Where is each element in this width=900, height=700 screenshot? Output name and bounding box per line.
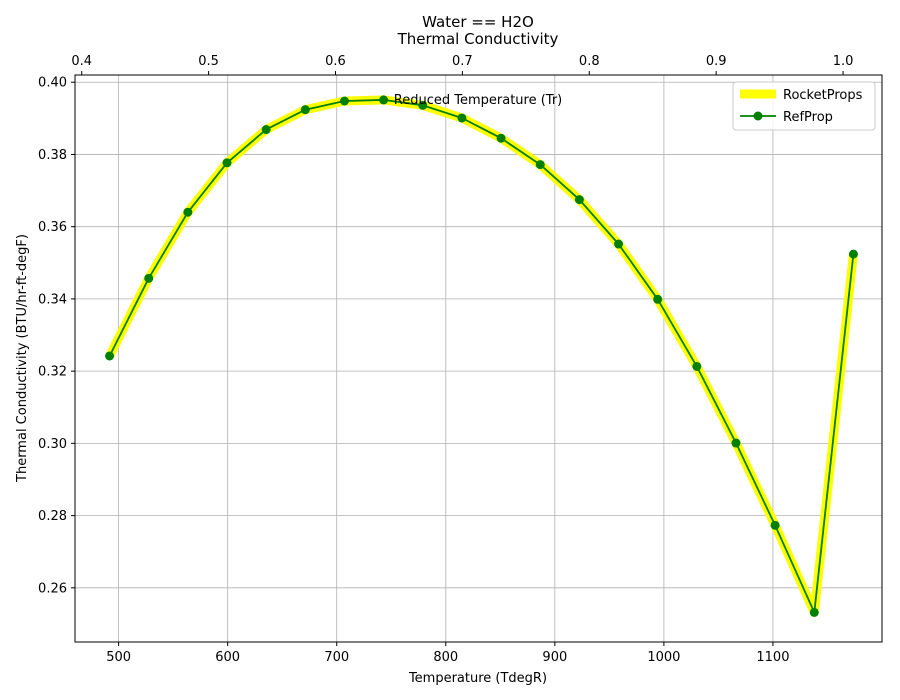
refprop-point [692,361,702,371]
y-tick-label: 0.30 [38,437,67,452]
legend: RocketProps RefProp [732,81,876,131]
chart-title-line1: Water == H2O [422,13,534,31]
x-tick-label: 500 [106,650,131,665]
refprop-point [183,207,193,217]
y-tick-label: 0.34 [38,292,67,307]
refprop-point [731,438,741,448]
top-axis-label: Reduced Temperature (Tr) [394,93,562,108]
y-tick-label: 0.40 [38,76,67,91]
refprop-point [614,239,624,249]
y-tick-label: 0.26 [38,581,67,596]
refprop-point [105,351,115,361]
refprop-point [379,95,389,105]
x-tick-label: 600 [215,650,240,665]
top-tick-label: 0.4 [71,54,92,69]
refprop-point [496,133,506,143]
chart-title-line2: Thermal Conductivity [397,30,559,48]
refprop-point [535,160,545,170]
legend-refprop-label: RefProp [783,110,833,125]
top-tick-label: 0.6 [325,54,346,69]
top-tick-label: 0.7 [452,54,473,69]
refprop-point [809,607,819,617]
refprop-point [653,294,663,304]
refprop-point [457,113,467,123]
legend-rocketprops-label: RocketProps [783,88,863,103]
legend-refprop-marker [753,111,763,121]
x-tick-label: 1100 [756,650,789,665]
refprop-point [574,195,584,205]
y-axis-ticks: 0.26 0.28 0.30 0.32 0.34 0.36 0.38 0.40 [38,76,75,596]
refprop-series-line [108,99,855,614]
y-tick-label: 0.28 [38,509,67,524]
x-tick-label: 900 [542,650,567,665]
x-axis-ticks: 500 600 700 800 900 1000 1100 [106,642,789,665]
top-axis-ticks: 0.4 0.5 0.6 0.7 0.8 0.9 1.0 [71,54,853,75]
refprop-point [770,520,780,530]
rocketprops-series-line [105,95,858,617]
plot-frame [74,74,883,643]
refprop-point [848,249,858,259]
x-tick-label: 700 [324,650,349,665]
refprop-point [222,158,232,168]
top-tick-label: 1.0 [833,54,854,69]
x-axis-label: Temperature (TdegR) [408,671,547,686]
refprop-point [261,125,271,135]
refprop-point [300,105,310,115]
refprop-point [144,273,154,283]
y-axis-label: Thermal Conductivity (BTU/hr-ft-degF) [15,234,30,483]
x-tick-label: 1000 [647,650,680,665]
grid-lines [75,75,882,642]
x-tick-label: 800 [433,650,458,665]
top-tick-label: 0.9 [706,54,727,69]
y-tick-label: 0.38 [38,148,67,163]
y-tick-label: 0.36 [38,220,67,235]
top-tick-label: 0.8 [579,54,600,69]
series-layer [105,95,858,617]
refprop-point [418,100,428,110]
top-tick-label: 0.5 [198,54,219,69]
refprop-point [339,96,349,106]
y-tick-label: 0.32 [38,365,67,380]
